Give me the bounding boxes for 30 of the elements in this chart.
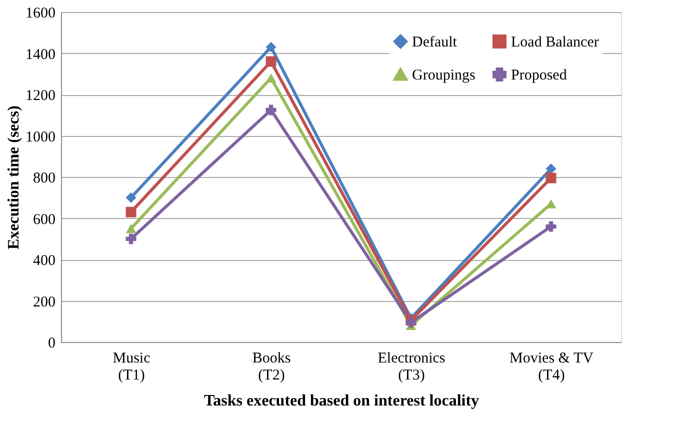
legend-label: Load Balancer: [511, 34, 599, 51]
y-tick-label: 1200: [26, 88, 56, 104]
y-tick-label: 0: [48, 336, 56, 352]
y-tick-label: 200: [33, 294, 56, 310]
point: [266, 104, 276, 116]
x-axis-title: Tasks executed based on interest locality: [204, 392, 480, 410]
point: [266, 73, 276, 83]
y-tick-label: 1000: [26, 129, 56, 146]
point: [546, 164, 556, 174]
point: [266, 56, 276, 67]
point: [126, 234, 136, 244]
x-tick-label: Movies & TV (T4): [510, 350, 594, 384]
y-axis-title: Execution time (secs): [6, 106, 22, 250]
y-tick-label: 1600: [26, 6, 56, 22]
y-tick-label: 600: [33, 212, 56, 228]
point: [126, 224, 136, 234]
x-tick-label: Books (T2): [252, 350, 291, 384]
point: [126, 192, 136, 203]
y-tick-label: 1400: [26, 46, 56, 63]
legend-label: Proposed: [511, 68, 568, 84]
point: [546, 221, 556, 232]
legend-label: Default: [412, 34, 458, 51]
y-tick-label: 800: [33, 170, 56, 186]
x-tick-label: Electronics (T3): [378, 350, 446, 384]
x-tick-label: Music (T1): [112, 350, 151, 384]
point: [266, 42, 276, 52]
y-tick-label: 400: [33, 253, 56, 269]
point: [126, 206, 136, 218]
point: [546, 172, 556, 184]
legend-label: Groupings: [412, 68, 476, 84]
